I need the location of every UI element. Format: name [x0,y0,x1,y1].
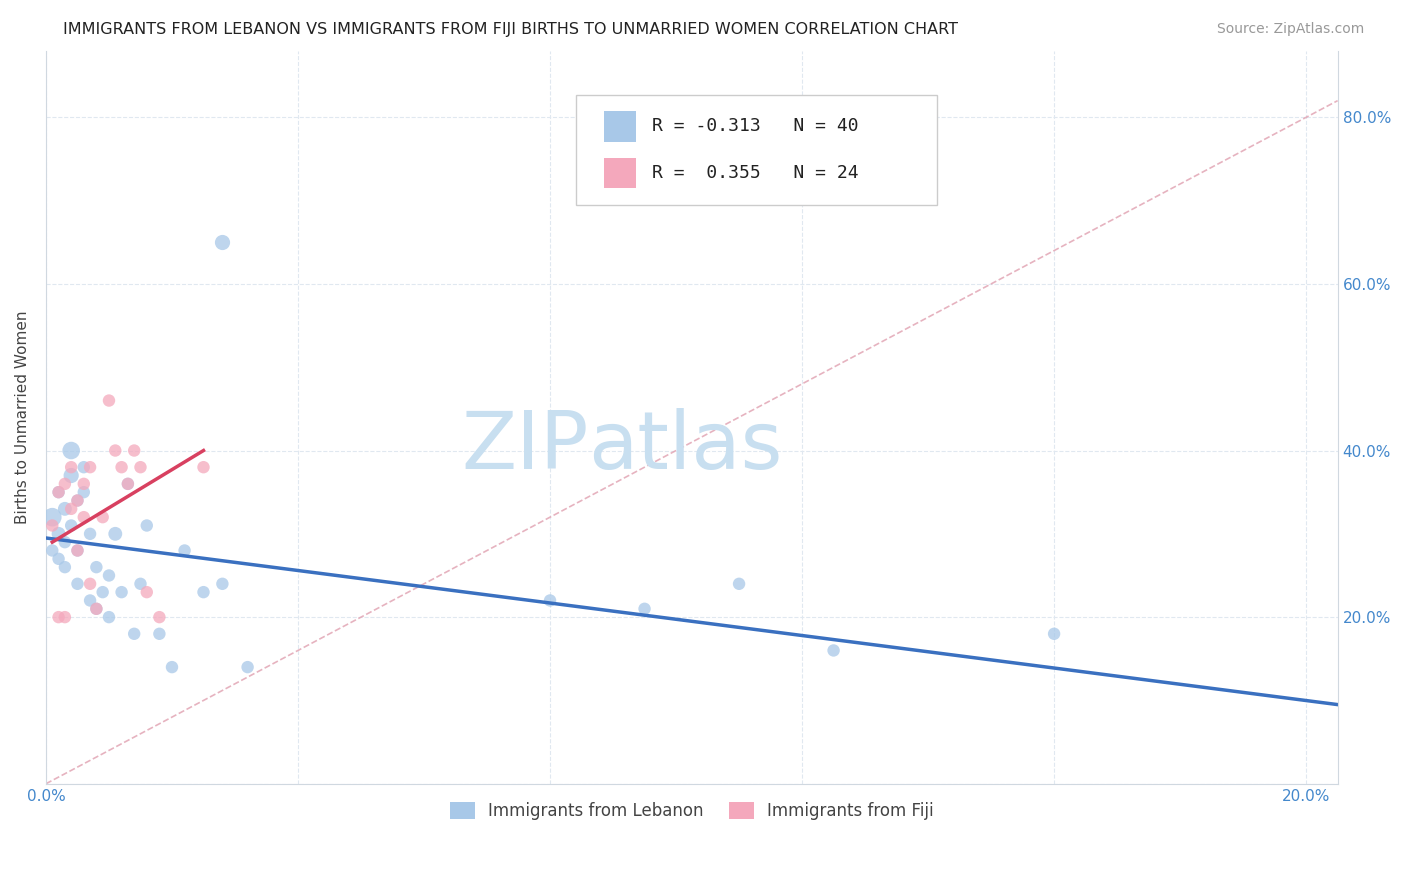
Point [110,460,132,475]
Text: R = -0.313   N = 40: R = -0.313 N = 40 [652,117,859,136]
Point [79,576,101,591]
Legend: Immigrants from Lebanon, Immigrants from Fiji: Immigrants from Lebanon, Immigrants from… [443,795,941,827]
Point [193,460,215,475]
Point [79,460,101,475]
Point [1043,627,1066,641]
Point [173,543,195,558]
Text: ZIP: ZIP [461,408,589,485]
Point [135,518,157,533]
Point [122,627,145,641]
Text: atlas: atlas [589,408,783,485]
Point [104,526,127,541]
Point [66,493,89,508]
Point [48,551,70,566]
Point [110,585,132,599]
Y-axis label: Births to Unmarried Women: Births to Unmarried Women [15,310,30,524]
Point [60,443,83,458]
Point [60,501,83,516]
Point [160,660,183,674]
Point [53,560,76,574]
Point [66,543,89,558]
Point [79,526,101,541]
Point [823,643,845,657]
Point [79,593,101,607]
Point [236,660,259,674]
Point [98,610,121,624]
Point [86,560,108,574]
Point [98,568,121,582]
Point [48,610,70,624]
Point [73,460,96,475]
Point [48,526,70,541]
Point [129,460,152,475]
Point [728,576,751,591]
Point [60,460,83,475]
Point [117,476,139,491]
Point [60,518,83,533]
Point [53,501,76,516]
Point [53,476,76,491]
Text: Source: ZipAtlas.com: Source: ZipAtlas.com [1216,22,1364,37]
Text: R =  0.355   N = 24: R = 0.355 N = 24 [652,164,859,182]
Point [148,610,170,624]
FancyBboxPatch shape [575,95,938,204]
Point [86,602,108,616]
Point [60,468,83,483]
Point [66,493,89,508]
Point [104,443,127,458]
Point [53,535,76,549]
Point [122,443,145,458]
Point [41,543,63,558]
Point [135,585,157,599]
Point [48,485,70,500]
Point [53,610,76,624]
Point [86,602,108,616]
Point [41,518,63,533]
Point [66,543,89,558]
Point [91,510,114,524]
Point [48,485,70,500]
Point [129,576,152,591]
Point [91,585,114,599]
Point [193,585,215,599]
Text: IMMIGRANTS FROM LEBANON VS IMMIGRANTS FROM FIJI BIRTHS TO UNMARRIED WOMEN CORREL: IMMIGRANTS FROM LEBANON VS IMMIGRANTS FR… [63,22,959,37]
Bar [605,158,637,188]
Point [211,576,233,591]
Point [148,627,170,641]
Point [211,235,233,250]
Bar [605,111,637,142]
Point [73,510,96,524]
Point [538,593,561,607]
Point [73,476,96,491]
Point [41,510,63,524]
Point [98,393,121,408]
Point [73,485,96,500]
Point [633,602,655,616]
Point [66,576,89,591]
Point [117,476,139,491]
